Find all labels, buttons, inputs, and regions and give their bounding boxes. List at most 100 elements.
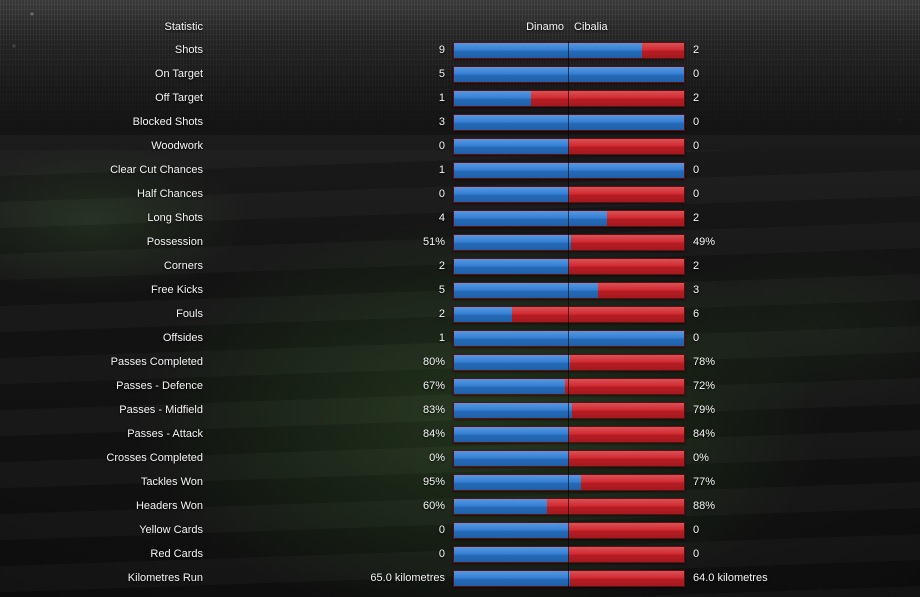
home-value: 2: [438, 308, 445, 320]
home-value: 83%: [422, 404, 445, 416]
home-value: 80%: [422, 356, 445, 368]
stat-row: Kilometres Run 65.0 kilometres 64.0 kilo…: [0, 566, 920, 590]
away-value: 0%: [693, 452, 709, 464]
stat-bar: [453, 377, 685, 395]
home-bar-segment: [454, 330, 684, 346]
away-value: 0: [693, 164, 700, 176]
home-bar-segment: [454, 402, 572, 418]
stat-bar: [453, 473, 685, 491]
stat-row: Corners 2 2: [0, 254, 920, 278]
stat-row: On Target 5 0: [0, 62, 920, 86]
home-value: 0: [438, 188, 445, 200]
stat-row: Offsides 1 0: [0, 326, 920, 350]
stat-label: Kilometres Run: [127, 572, 203, 584]
away-value: 2: [693, 260, 700, 272]
comparison-bar: [453, 449, 685, 467]
comparison-bar: [453, 137, 685, 155]
away-bar-segment: [607, 210, 684, 226]
home-value: 4: [438, 212, 445, 224]
away-team-name: Cibalia: [574, 21, 608, 33]
stat-bar: [453, 521, 685, 539]
comparison-bar: [453, 569, 685, 587]
away-value: 77%: [693, 476, 716, 488]
away-value: 0: [693, 188, 700, 200]
away-value: 79%: [693, 404, 716, 416]
stat-label: Off Target: [155, 92, 203, 104]
home-bar-segment: [454, 354, 571, 370]
home-bar-segment: [454, 426, 569, 442]
comparison-bar: [453, 545, 685, 563]
home-value: 0: [438, 548, 445, 560]
stat-label: Blocked Shots: [132, 116, 203, 128]
stat-bar: [453, 209, 685, 227]
home-value: 5: [438, 68, 445, 80]
home-value: 51%: [422, 236, 445, 248]
stat-bar: [453, 113, 685, 131]
away-value: 78%: [693, 356, 716, 368]
away-value: 0: [693, 524, 700, 536]
stat-bar: [453, 425, 685, 443]
away-value: 0: [693, 68, 700, 80]
stat-label: Free Kicks: [151, 284, 203, 296]
home-bar-segment: [454, 378, 565, 394]
home-bar-segment: [454, 522, 569, 538]
home-bar-segment: [454, 306, 512, 322]
stat-label: Headers Won: [135, 500, 203, 512]
comparison-bar: [453, 521, 685, 539]
stat-label: Offsides: [162, 332, 203, 344]
away-bar-segment: [564, 378, 684, 394]
comparison-bar: [453, 65, 685, 83]
stat-bar: [453, 161, 685, 179]
home-value: 2: [438, 260, 445, 272]
stats-rows: Shots 9 2 On Target 5 0 Off Target 1: [0, 38, 920, 590]
stat-row: Passes Completed 80% 78%: [0, 350, 920, 374]
home-value: 0: [438, 524, 445, 536]
stat-row: Passes - Midfield 83% 79%: [0, 398, 920, 422]
away-value: 0: [693, 116, 700, 128]
stat-row: Free Kicks 5 3: [0, 278, 920, 302]
stat-bar: [453, 497, 685, 515]
away-value: 2: [693, 44, 700, 56]
stat-label: Tackles Won: [140, 476, 203, 488]
away-bar-segment: [530, 90, 684, 106]
stat-row: Shots 9 2: [0, 38, 920, 62]
home-value: 67%: [422, 380, 445, 392]
comparison-bar: [453, 41, 685, 59]
stat-row: Blocked Shots 3 0: [0, 110, 920, 134]
comparison-bar: [453, 329, 685, 347]
stat-bar: [453, 281, 685, 299]
home-team-name: Dinamo: [526, 21, 564, 33]
home-bar-segment: [454, 258, 569, 274]
comparison-bar: [453, 257, 685, 275]
stat-bar: [453, 353, 685, 371]
stat-label: Half Chances: [136, 188, 203, 200]
home-bar-segment: [454, 210, 608, 226]
away-value: 0: [693, 332, 700, 344]
bar-center-line: [568, 41, 569, 587]
comparison-bar: [453, 161, 685, 179]
home-value: 3: [438, 116, 445, 128]
stat-label: Woodwork: [151, 140, 203, 152]
stat-label: Passes - Midfield: [119, 404, 203, 416]
stats-header: Statistic Dinamo Cibalia: [0, 16, 920, 38]
home-value: 9: [438, 44, 445, 56]
away-value: 0: [693, 140, 700, 152]
stat-label: Red Cards: [150, 548, 203, 560]
home-value: 95%: [422, 476, 445, 488]
stat-row: Fouls 2 6: [0, 302, 920, 326]
home-bar-segment: [454, 186, 569, 202]
stat-bar: [453, 65, 685, 83]
stat-label: Long Shots: [147, 212, 203, 224]
away-value: 64.0 kilometres: [693, 572, 768, 584]
home-bar-segment: [454, 90, 531, 106]
team-names-header: Dinamo Cibalia: [453, 21, 685, 33]
home-bar-segment: [454, 570, 570, 586]
away-value: 3: [693, 284, 700, 296]
away-value: 2: [693, 92, 700, 104]
stat-label: Corners: [163, 260, 203, 272]
stat-row: Headers Won 60% 88%: [0, 494, 920, 518]
stat-bar: [453, 41, 685, 59]
away-bar-segment: [597, 282, 684, 298]
away-bar-segment: [547, 498, 684, 514]
